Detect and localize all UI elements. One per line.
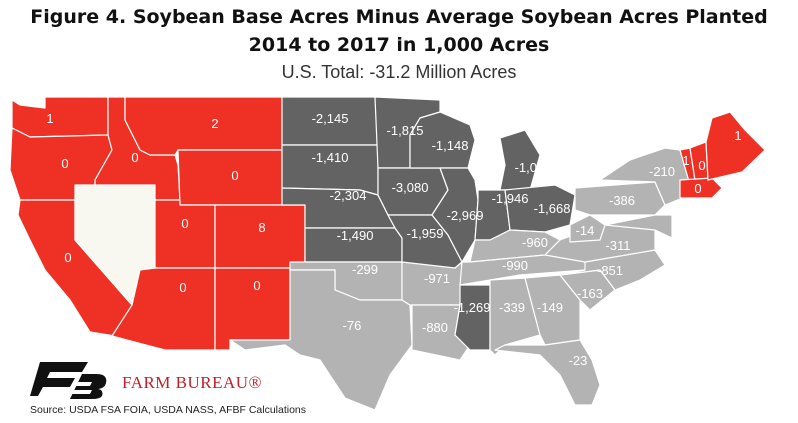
state-value-labels: 1 0 0 0 2 0 0 8 0 0 -2,145 -1,410 -2,304… xyxy=(46,111,741,368)
value-label-VT: 1 xyxy=(682,153,689,168)
value-label-IA: -3,080 xyxy=(392,180,429,195)
value-label-TN: -990 xyxy=(502,258,528,273)
value-label-IN: -1,946 xyxy=(492,191,529,206)
value-label-KY: -960 xyxy=(522,235,548,250)
value-label-CO: 8 xyxy=(258,220,265,235)
map-title-line2: 2014 to 2017 in 1,000 Acres xyxy=(248,34,550,56)
value-label-KS: -1,490 xyxy=(337,228,374,243)
state-ME xyxy=(705,111,766,181)
value-label-LA: -880 xyxy=(422,320,448,335)
value-label-AL: -339 xyxy=(499,300,525,315)
value-label-NE: -2,304 xyxy=(330,188,367,203)
state-MT xyxy=(124,96,283,156)
value-label-WY: 0 xyxy=(231,168,238,183)
state-CO xyxy=(214,204,306,269)
farm-bureau-logo-icon xyxy=(30,362,107,399)
value-label-AZ: 0 xyxy=(179,280,186,295)
value-label-IL: -2,969 xyxy=(447,208,484,223)
state-IL xyxy=(431,167,479,263)
state-MD-DE xyxy=(604,214,673,239)
value-label-MO: -1,959 xyxy=(407,226,444,241)
state-FL xyxy=(494,339,601,406)
state-MS xyxy=(454,284,491,351)
value-label-ND: -2,145 xyxy=(312,111,349,126)
organization-name: FARM BUREAU® xyxy=(122,373,262,392)
value-label-WI: -1,148 xyxy=(432,138,469,153)
value-label-WV: -14 xyxy=(576,223,595,238)
state-WV xyxy=(569,214,606,243)
state-WY xyxy=(177,149,283,206)
value-label-VA: -311 xyxy=(605,238,630,253)
value-label-OR: 0 xyxy=(61,156,68,171)
value-label-UT: 0 xyxy=(181,216,188,231)
state-TX xyxy=(229,269,413,411)
value-label-ID: 0 xyxy=(131,150,138,165)
state-shapes xyxy=(9,96,766,411)
value-label-NM: 0 xyxy=(253,278,260,293)
value-label-OH: -1,668 xyxy=(534,201,571,216)
state-WA xyxy=(11,96,109,138)
value-label-SD: -1,410 xyxy=(312,150,349,165)
state-NC xyxy=(559,249,666,291)
state-WI xyxy=(409,111,476,169)
value-label-NH: 0 xyxy=(698,158,705,173)
value-label-FL: -23 xyxy=(569,353,588,368)
value-label-MI: -1,047 xyxy=(515,160,552,175)
value-label-GA: -149 xyxy=(537,300,563,315)
value-label-TX: -76 xyxy=(343,318,362,333)
value-label-AR: -971 xyxy=(424,271,450,286)
value-label-MS: -1,269 xyxy=(454,300,491,315)
map-subtitle: U.S. Total: -31.2 Million Acres xyxy=(281,62,517,82)
map-title-line1: Figure 4. Soybean Base Acres Minus Avera… xyxy=(30,6,768,28)
source-note: Source: USDA FSA FOIA, USDA NASS, AFBF C… xyxy=(30,404,307,416)
value-label-NY: -210 xyxy=(649,164,675,179)
value-label-MA-CT-RI: 0 xyxy=(694,181,701,196)
value-label-NC: -851 xyxy=(597,263,623,278)
value-label-WA: 1 xyxy=(46,111,53,126)
value-label-MT: 2 xyxy=(211,116,218,131)
state-MA-CT-RI xyxy=(679,177,723,199)
value-label-SC: -163 xyxy=(577,286,603,301)
value-label-ME: 1 xyxy=(734,128,741,143)
value-label-CA: 0 xyxy=(64,250,71,265)
value-label-OK: -299 xyxy=(352,262,378,277)
value-label-MN: -1,815 xyxy=(387,123,424,138)
state-UT xyxy=(154,199,216,269)
value-label-PA: -386 xyxy=(609,193,635,208)
